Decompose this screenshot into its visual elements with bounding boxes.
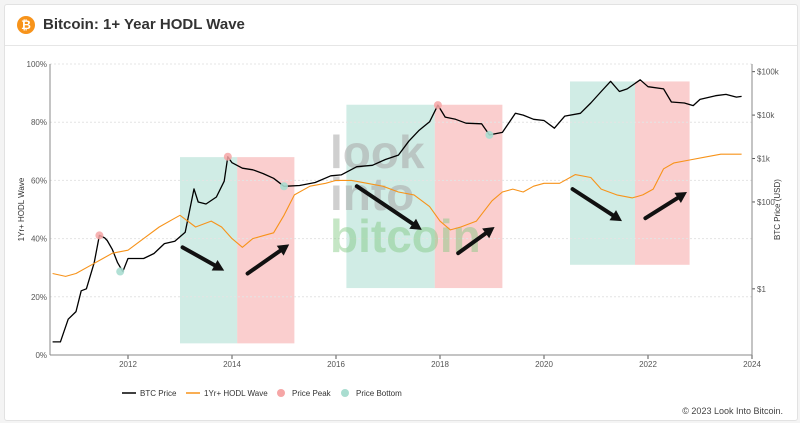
left-axis-title: 1Yr+ HODL Wave — [17, 177, 26, 241]
arrow-shaft — [180, 245, 217, 268]
left-tick-label: 0% — [35, 351, 47, 360]
price-bottom-marker — [116, 267, 125, 276]
trend-arrow-4 — [570, 187, 622, 222]
left-tick-label: 20% — [31, 293, 47, 302]
x-tick-label: 2020 — [535, 360, 553, 369]
x-tick-label: 2024 — [743, 360, 761, 369]
right-tick-label: $100k — [757, 68, 780, 77]
arrow-shaft — [570, 187, 615, 218]
legend-label: 1Yr+ HODL Wave — [204, 389, 268, 398]
legend-item: Price Peak — [277, 389, 332, 398]
x-tick-label: 2014 — [223, 360, 241, 369]
trend-arrow-5 — [643, 192, 687, 221]
chart-header: ₿ Bitcoin: 1+ Year HODL Wave — [5, 5, 797, 46]
trend-arrow-1 — [245, 244, 290, 276]
right-axis-title: BTC Price (USD) — [773, 179, 782, 240]
legend-swatch — [277, 389, 285, 397]
watermark-line1: look — [330, 126, 425, 178]
left-tick-label: 60% — [31, 176, 47, 185]
price-bottom-marker — [280, 182, 288, 191]
x-tick-label: 2022 — [639, 360, 657, 369]
legend-label: Price Bottom — [356, 389, 402, 398]
arrow-shaft — [643, 195, 680, 221]
arrow-head — [409, 218, 422, 230]
right-tick-label: $100 — [757, 198, 775, 207]
trend-arrow-0 — [180, 245, 225, 271]
arrow-shaft — [354, 184, 415, 226]
left-tick-label: 40% — [31, 235, 47, 244]
legend-swatch — [341, 389, 349, 397]
x-tick-label: 2012 — [119, 360, 137, 369]
right-tick-label: $1 — [757, 285, 766, 294]
watermark: look into bitcoin — [330, 126, 481, 262]
price-bottom-marker — [485, 130, 494, 139]
legend-label: Price Peak — [292, 389, 332, 398]
price-peak-marker — [223, 152, 232, 161]
x-tick-label: 2016 — [327, 360, 345, 369]
watermark-line2: into — [330, 168, 414, 220]
right-tick-label: $1k — [757, 155, 771, 164]
copyright-text: © 2023 Look Into Bitcoin. — [682, 406, 783, 416]
left-tick-label: 80% — [31, 118, 47, 127]
legend-item: Price Bottom — [341, 389, 402, 398]
legend-item: 1Yr+ HODL Wave — [186, 389, 268, 398]
arrow-head — [211, 260, 225, 271]
peak-band-5 — [635, 81, 690, 265]
price-peak-marker — [433, 101, 442, 110]
price-peak-marker — [95, 231, 104, 240]
arrow-shaft — [456, 231, 488, 256]
hodl-wave-line — [52, 153, 742, 277]
arrow-head — [276, 244, 290, 256]
bottom-band-2 — [346, 104, 435, 289]
bitcoin-icon: ₿ — [17, 16, 35, 34]
trend-arrow-3 — [456, 226, 495, 256]
legend-item: BTC Price — [122, 389, 177, 398]
legend-label: BTC Price — [140, 389, 177, 398]
bottom-band-4 — [570, 81, 635, 265]
arrow-shaft — [245, 248, 283, 276]
chart-title: Bitcoin: 1+ Year HODL Wave — [43, 16, 245, 33]
left-tick-label: 100% — [27, 60, 47, 69]
right-tick-label: $10k — [757, 111, 775, 120]
x-tick-label: 2018 — [431, 360, 449, 369]
arrow-head — [482, 226, 495, 239]
arrow-head — [674, 192, 687, 203]
arrow-head — [609, 210, 622, 222]
trend-arrow-2 — [354, 184, 422, 230]
